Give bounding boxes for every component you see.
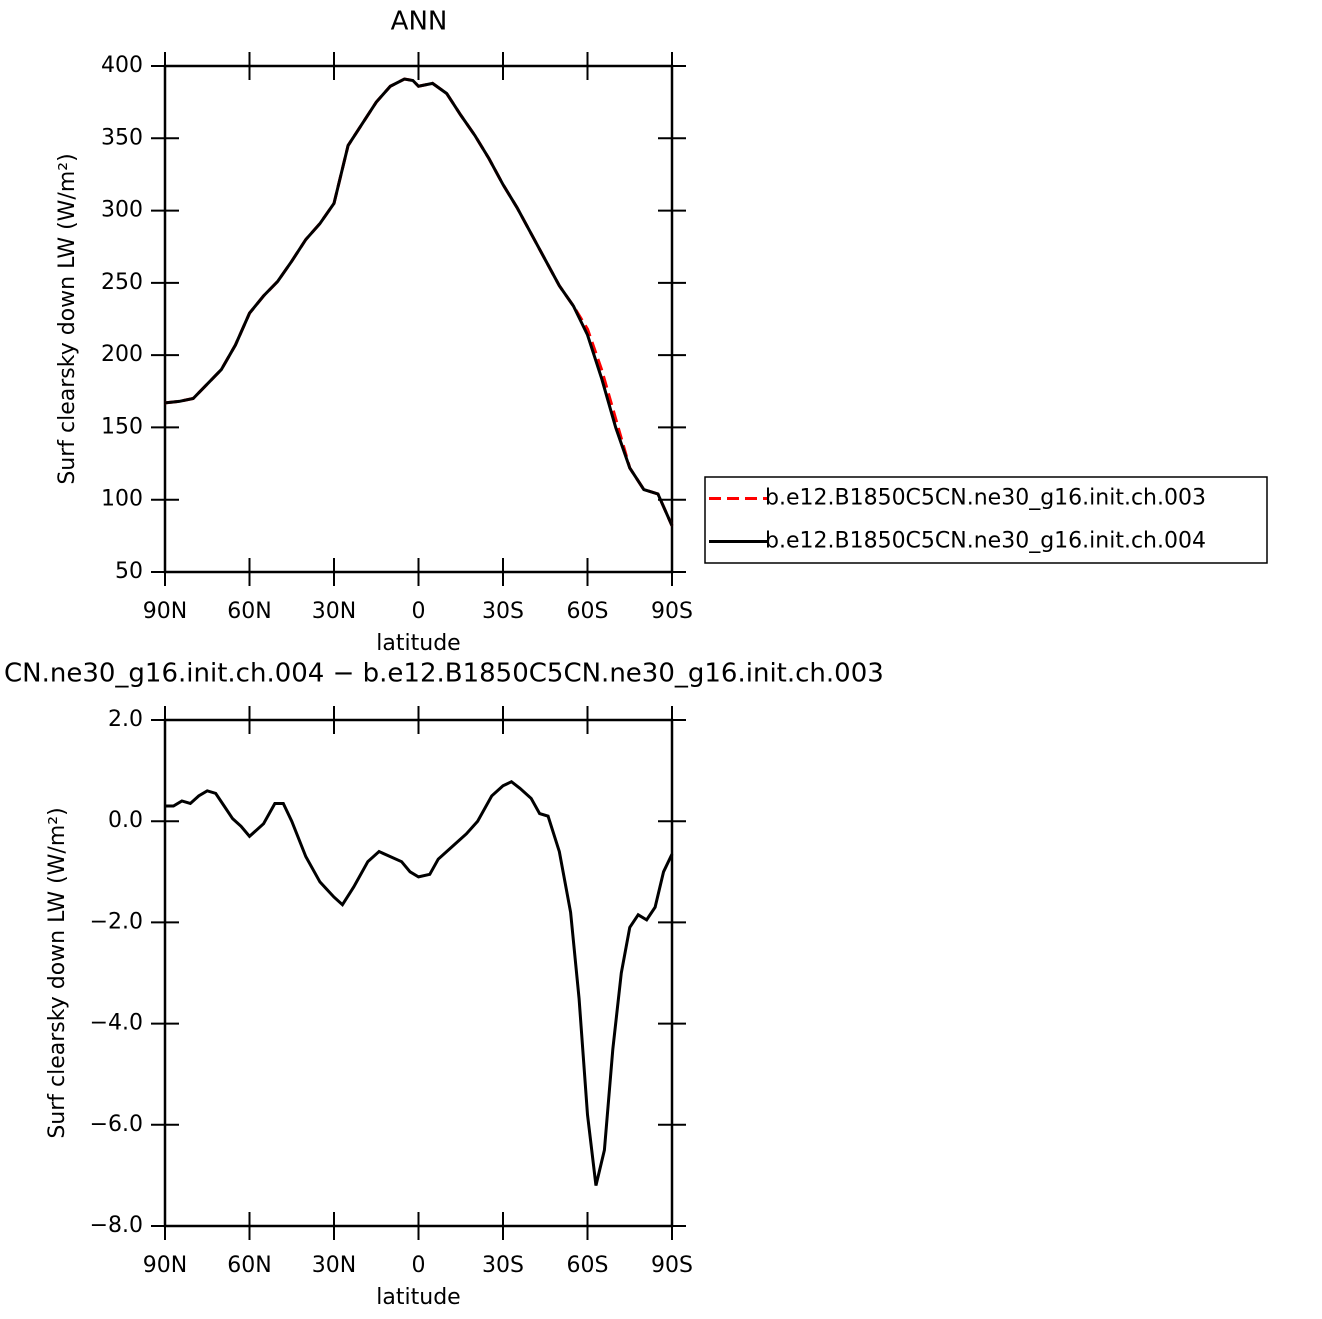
y-axis-label: Surf clearsky down LW (W/m²) <box>55 153 80 484</box>
x-axis-label: latitude <box>376 631 460 656</box>
plot-frame <box>163 718 674 1228</box>
y-tick-label: 0.0 <box>108 808 143 833</box>
chart-title: ANN <box>391 7 448 37</box>
x-tick-label: 30N <box>312 599 356 624</box>
legend-label: b.e12.B1850C5CN.ne30_g16.init.ch.003 <box>765 486 1206 511</box>
x-tick-label: 30N <box>312 1253 356 1278</box>
x-tick-label: 60S <box>567 1253 609 1278</box>
data-line <box>164 77 674 527</box>
chart-title: CN.ne30_g16.init.ch.004 − b.e12.B1850C5C… <box>4 659 884 689</box>
y-tick-label: 350 <box>101 125 143 150</box>
y-tick-label: 150 <box>101 414 143 439</box>
x-tick-label: 90S <box>651 1253 693 1278</box>
x-axis-label: latitude <box>376 1285 460 1310</box>
x-tick-label: 90S <box>651 599 693 624</box>
y-tick-label: 50 <box>115 559 143 584</box>
y-tick-label: −6.0 <box>90 1112 143 1137</box>
y-tick-label: 2.0 <box>108 707 143 732</box>
x-tick-label: 0 <box>412 599 426 624</box>
plot-frame <box>163 64 674 574</box>
x-tick-label: 30S <box>482 599 524 624</box>
x-tick-label: 0 <box>412 1253 426 1278</box>
y-tick-label: 250 <box>101 270 143 295</box>
x-tick-label: 90N <box>143 1253 187 1278</box>
x-tick-label: 60N <box>227 599 271 624</box>
y-tick-label: 100 <box>101 487 143 512</box>
data-line <box>165 779 674 1186</box>
y-tick-label: 300 <box>101 198 143 223</box>
x-tick-label: 90N <box>143 599 187 624</box>
x-tick-label: 30S <box>482 1253 524 1278</box>
y-tick-label: −8.0 <box>90 1213 143 1238</box>
x-tick-label: 60S <box>567 599 609 624</box>
y-tick-label: −2.0 <box>90 909 143 934</box>
y-tick-label: 400 <box>101 53 143 78</box>
x-tick-label: 60N <box>227 1253 271 1278</box>
y-axis-label: Surf clearsky down LW (W/m²) <box>45 807 70 1138</box>
legend-label: b.e12.B1850C5CN.ne30_g16.init.ch.004 <box>765 529 1206 554</box>
y-tick-label: 200 <box>101 342 143 367</box>
y-tick-label: −4.0 <box>90 1011 143 1036</box>
legend-box <box>704 476 1268 564</box>
data-line <box>164 77 674 527</box>
